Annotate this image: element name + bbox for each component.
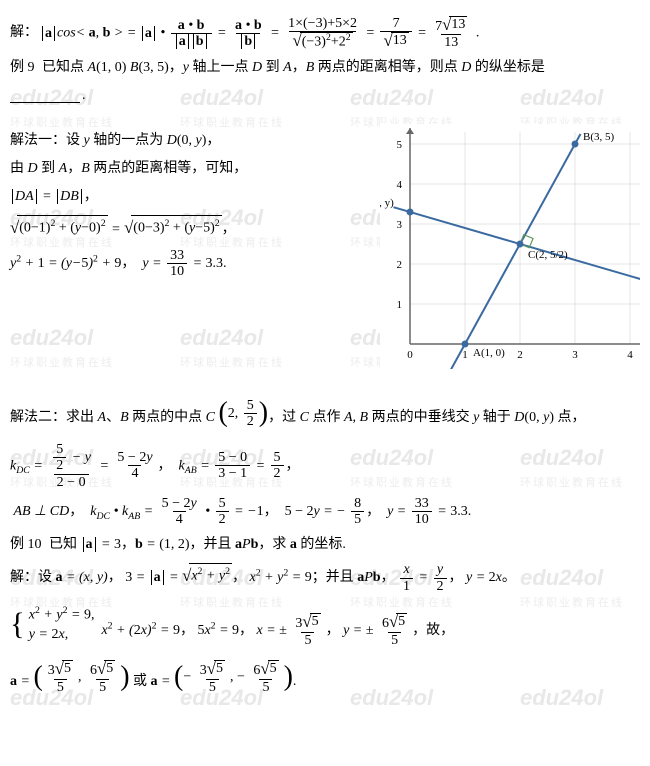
svg-text:4: 4: [627, 349, 633, 361]
svg-text:2: 2: [397, 259, 403, 271]
example-9-label: 例 9: [10, 57, 35, 79]
svg-text:4: 4: [397, 179, 403, 191]
svg-text:C(2, 5/2): C(2, 5/2): [528, 249, 568, 261]
method2-line1: 解法二：求出 A、B 两点的中点 C 2, 52，过 C 点作 A, B 两点的…: [10, 391, 640, 436]
label-jie: 解：: [10, 22, 38, 44]
svg-text:A(1, 0): A(1, 0): [473, 347, 505, 359]
svg-text:1: 1: [397, 299, 403, 311]
example-10-sol1: 解：设 a = (x, y)， 3 = a = x2 + y2， x2 + y2…: [10, 562, 640, 594]
svg-text:3: 3: [397, 219, 403, 231]
example-9-blank: .: [10, 85, 640, 107]
coordinate-graph: 0 1 2 3 4 1 2 3 4 5 A(1, 0) B(3, 5) C(2, 5/2) D(0, y): [380, 124, 640, 369]
method1-line3: DA = DB，: [10, 186, 370, 208]
svg-text:0: 0: [407, 349, 413, 361]
svg-text:1: 1: [462, 349, 468, 361]
method1-line2: 由 D 到 A，B 两点的距离相等，可知，: [10, 158, 370, 180]
svg-text:D(0, y): D(0, y): [380, 197, 394, 209]
method2-perp: AB ⊥ CD， kDC • kAB = 5 − 2y4 • 52 = −1， …: [10, 496, 640, 528]
example-9-statement: 例 9 已知点 A(1, 0) B(3, 5)，y 轴上一点 D 到 A，B 两…: [10, 57, 640, 79]
method1-line1: 解法一：设 y 轴的一点为 D(0, y)，: [10, 130, 370, 152]
solution-line-1: 解： acos< a, b > = a • a • bab = a • bb =…: [10, 16, 640, 51]
example-10-label: 例 10: [10, 534, 42, 556]
svg-text:B(3, 5): B(3, 5): [583, 131, 615, 143]
example-10-system: x2 + y2 = 9, y = 2x, x2 + (2x)2 = 9， 5x2…: [10, 600, 640, 649]
svg-text:5: 5: [397, 139, 403, 151]
method1-line5: y2 + 1 = (y−5)2 + 9， y = 3310 = 3.3.: [10, 248, 370, 280]
method1-line4: (0−1)2 + (y−0)2 = (0−3)2 + (y−5)2，: [10, 215, 370, 242]
answer-blank: [10, 89, 80, 103]
svg-text:2: 2: [517, 349, 523, 361]
example-10-statement: 例 10 已知 a = 3，b = (1, 2)，并且 aPb，求 a 的坐标.: [10, 534, 640, 556]
example-10-answer: a = 355, 655 或 a = − 355, − 655 .: [10, 655, 640, 700]
method2-kdc-kab: kDC = 52 − y 2 − 0 = 5 − 2y4， kAB = 5 − …: [10, 442, 640, 490]
svg-text:3: 3: [572, 349, 578, 361]
method1-and-graph: 解法一：设 y 轴的一点为 D(0, y)， 由 D 到 A，B 两点的距离相等…: [10, 124, 640, 377]
